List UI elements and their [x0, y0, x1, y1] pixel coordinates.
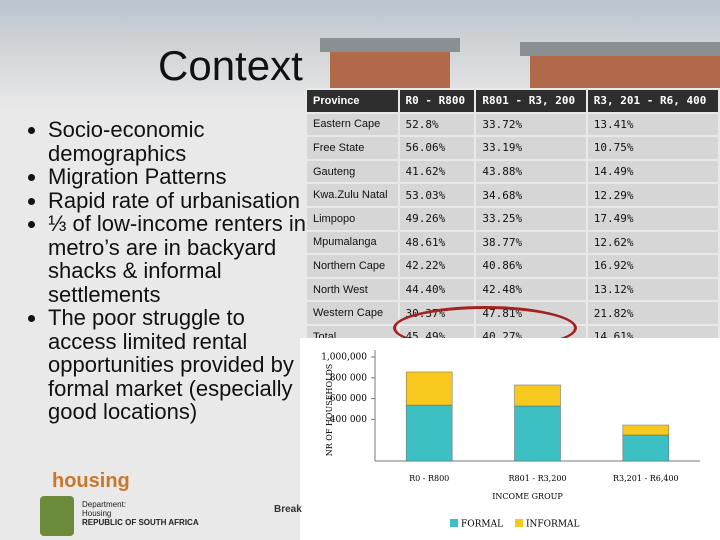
bullet: ⅓ of low-income renters in metro’s are i…: [48, 212, 318, 306]
table-cell: North West: [305, 276, 400, 303]
table-row: Mpumalanga 48.61% 38.77% 12.62%: [305, 229, 720, 256]
table-cell: 42.48%: [474, 276, 588, 303]
bar-segment: [514, 405, 561, 462]
x-tick-label: R801 - R3,200: [508, 474, 566, 483]
house: [330, 50, 450, 90]
header-cell: Province: [305, 88, 400, 114]
house: [530, 55, 720, 90]
bar-segment: [622, 424, 670, 436]
logo-text: housing: [52, 470, 130, 492]
slide-title: Context: [158, 42, 303, 89]
table-row: Gauteng 41.62% 43.88% 14.49%: [305, 158, 720, 185]
header-cell: R801 - R3, 200: [474, 88, 588, 114]
country: REPUBLIC OF SOUTH AFRICA: [82, 518, 199, 527]
data-table: Province R0 - R800 R801 - R3, 200 R3, 201 -…: [305, 88, 720, 350]
table-cell: 48.61%: [397, 229, 477, 256]
bar-segment: [622, 434, 670, 462]
legend-label: INFORMAL: [526, 520, 580, 530]
table-cell: 34.68%: [474, 182, 588, 208]
table-cell: 52.8%: [397, 111, 477, 138]
table-cell: Northern Cape: [305, 253, 400, 279]
x-tick-label: R0 - R800: [409, 474, 449, 483]
footer-text: Break: [274, 504, 302, 515]
table-cell: 43.88%: [474, 158, 588, 185]
bullet: Rapid rate of urbanisation: [48, 188, 318, 213]
table-cell: 42.22%: [397, 253, 477, 279]
table-cell: 38.77%: [474, 229, 588, 256]
table-cell: 41.62%: [397, 158, 477, 185]
table-cell: Free State: [305, 135, 400, 161]
bar-segment: [405, 371, 453, 406]
roof: [520, 42, 720, 56]
bar-segment: [514, 384, 561, 407]
legend-swatch: [515, 519, 523, 527]
bullet-list: Socio-economic demographicsMigration Pat…: [22, 118, 318, 424]
y-axis-title: NR OF HOUSEHOLDS: [325, 364, 334, 457]
table-header-row: Province R0 - R800 R801 - R3, 200 R3, 201 -…: [305, 88, 720, 114]
table-cell: 53.03%: [397, 182, 477, 208]
table-cell: 49.26%: [397, 205, 477, 232]
coat-of-arms: [40, 496, 74, 536]
table-cell: 33.25%: [474, 205, 588, 232]
table-cell: 14.49%: [585, 158, 720, 185]
table-row: Eastern Cape 52.8% 33.72% 13.41%: [305, 111, 720, 138]
table-cell: 13.41%: [585, 111, 720, 138]
table-cell: 44.40%: [397, 276, 477, 303]
header-cell: R3, 201 - R6, 400: [585, 88, 720, 114]
table-row: Kwa.Zulu Natal 53.03% 34.68% 12.29%: [305, 182, 720, 208]
y-tick-label: 800 000: [330, 373, 367, 383]
table-cell: 10.75%: [585, 135, 720, 161]
table-cell: Limpopo: [305, 205, 400, 232]
table-row: Limpopo 49.26% 33.25% 17.49%: [305, 205, 720, 232]
y-tick-label: 1,000,000: [321, 353, 367, 363]
bullet: The poor struggle to access limited rent…: [48, 306, 318, 424]
dept-name: Housing: [82, 509, 112, 518]
table-row: North West 44.40% 42.48% 13.12%: [305, 276, 720, 303]
table-cell: Mpumalanga: [305, 229, 400, 256]
table-cell: 33.19%: [474, 135, 588, 161]
table-cell: 12.62%: [585, 229, 720, 256]
x-tick-label: R3,201 - R6,400: [613, 474, 679, 483]
table-cell: 21.82%: [585, 300, 720, 326]
table-cell: Western Cape: [305, 300, 400, 326]
bar-segment: [405, 404, 453, 462]
bullet: Socio-economic demographics: [48, 118, 318, 165]
table-cell: 56.06%: [397, 135, 477, 161]
table-row: Northern Cape 42.22% 40.86% 16.92%: [305, 253, 720, 279]
dept-label: Department:: [82, 500, 127, 509]
table-cell: 40.86%: [474, 253, 588, 279]
table-cell: 12.29%: [585, 182, 720, 208]
table-cell: Gauteng: [305, 158, 400, 185]
header-cell: R0 - R800: [397, 88, 477, 114]
department: Department: Housing REPUBLIC OF SOUTH AF…: [82, 500, 199, 527]
table-cell: Eastern Cape: [305, 111, 400, 138]
footer: housing Department: Housing REPUBLIC OF …: [40, 470, 302, 540]
table-cell: 33.72%: [474, 111, 588, 138]
table-row: Free State 56.06% 33.19% 10.75%: [305, 135, 720, 161]
x-axis-title: INCOME GROUP: [492, 492, 563, 501]
table-cell: 13.12%: [585, 276, 720, 303]
y-tick-label: 600 000: [330, 394, 367, 404]
table-cell: Kwa.Zulu Natal: [305, 182, 400, 208]
table-cell: 17.49%: [585, 205, 720, 232]
roof: [320, 38, 460, 52]
table-cell: 16.92%: [585, 253, 720, 279]
legend-swatch: [450, 519, 458, 527]
y-tick-label: 400 000: [330, 415, 367, 425]
legend-label: FORMAL: [461, 520, 503, 530]
bullet: Migration Patterns: [48, 165, 318, 189]
